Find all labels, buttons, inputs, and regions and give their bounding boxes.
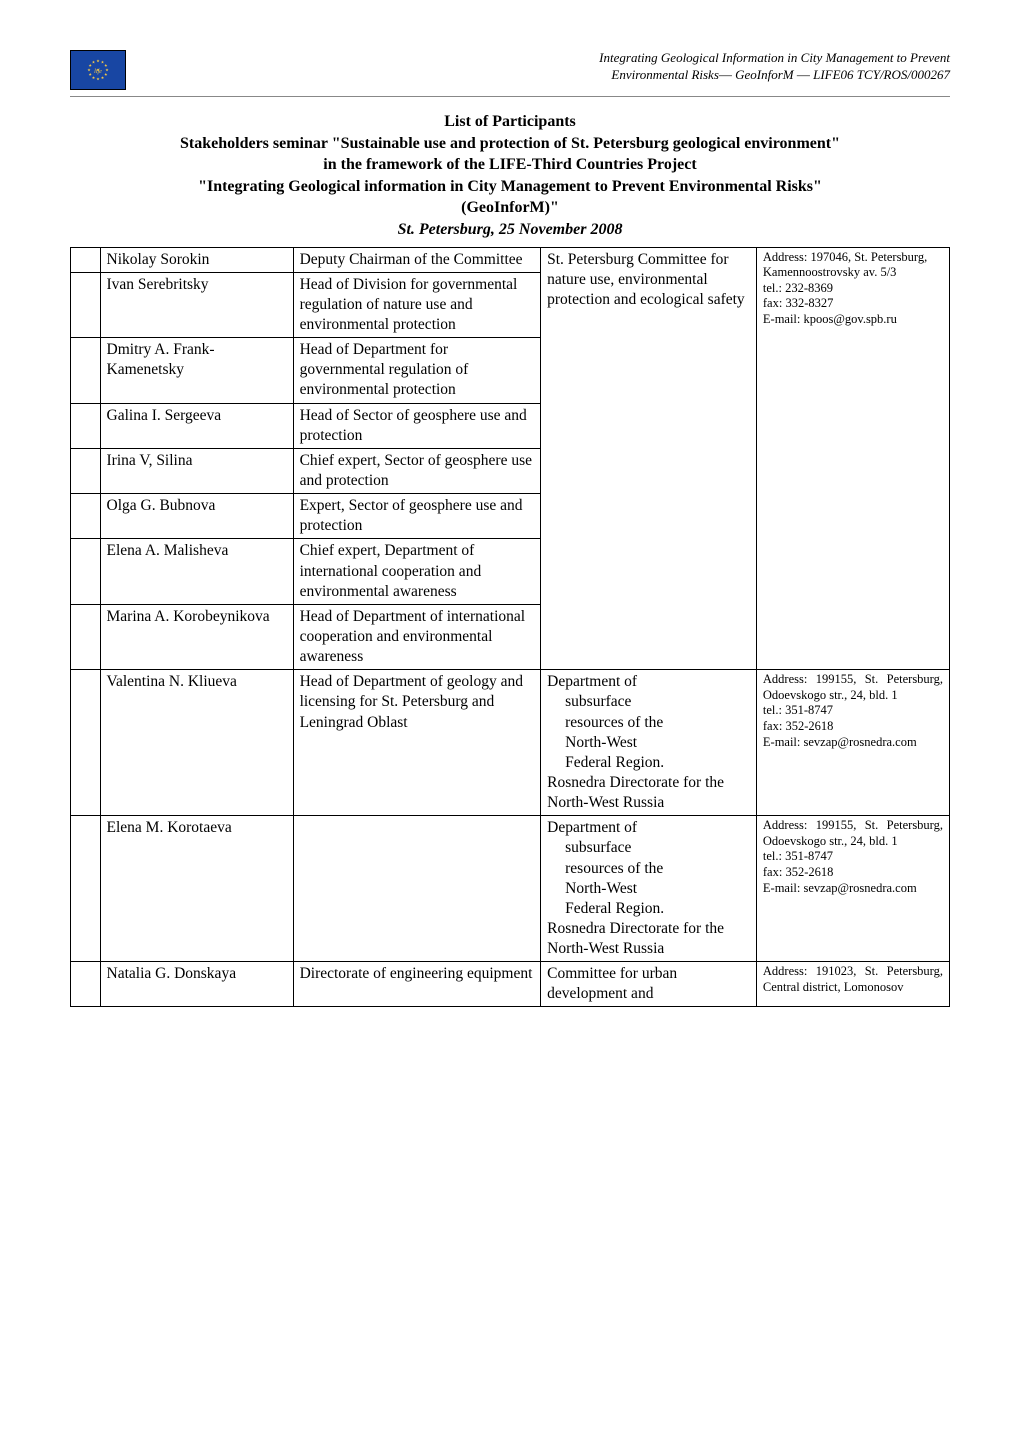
row-num [71,604,101,669]
org-line: Department of [547,673,637,690]
participant-name: Ivan Serebritsky [100,272,293,337]
header-divider [70,96,950,97]
participant-position: Head of Department for governmental regu… [293,338,541,403]
table-row: Nikolay Sorokin Deputy Chairman of the C… [71,247,950,272]
organization-address: Address: 199155, St. Petersburg, Odoevsk… [756,816,949,962]
org-line: North-West [547,733,750,753]
row-num [71,338,101,403]
row-num [71,670,101,816]
participant-name: Elena M. Korotaeva [100,816,293,962]
row-num [71,403,101,448]
participant-position [293,816,541,962]
row-num [71,816,101,962]
document-title: List of Participants Stakeholders semina… [70,111,950,241]
page-header: life Integrating Geological Information … [70,50,950,90]
participant-name: Nikolay Sorokin [100,247,293,272]
participant-name: Natalia G. Donskaya [100,962,293,1007]
participant-name: Irina V, Silina [100,448,293,493]
participant-position: Directorate of engineering equipment [293,962,541,1007]
organization-address: Address: 191023, St. Petersburg, Central… [756,962,949,1007]
participant-position: Expert, Sector of geosphere use and prot… [293,494,541,539]
svg-text:life: life [94,68,102,75]
header-line2: Environmental Risks― GeoInforM ― LIFE06 … [611,67,950,82]
row-num [71,247,101,272]
row-num [71,272,101,337]
title-l1: List of Participants [70,111,950,133]
organization-address: Address: 199155, St. Petersburg, Odoevsk… [756,670,949,816]
organization-name: Committee for urban development and [541,962,757,1007]
organization-name: Department of subsurface resources of th… [541,816,757,962]
org-line: resources of the [547,713,750,733]
org-line: Federal Region. [547,899,750,919]
organization-name: St. Petersburg Committee for nature use,… [541,247,757,670]
participants-table: Nikolay Sorokin Deputy Chairman of the C… [70,247,950,1008]
participant-name: Olga G. Bubnova [100,494,293,539]
organization-address: Address: 197046, St. Petersburg, Kamenno… [756,247,949,670]
participant-position: Deputy Chairman of the Committee [293,247,541,272]
org-line: Department of [547,819,637,836]
participant-name: Galina I. Sergeeva [100,403,293,448]
eu-stars-icon: life [76,54,120,86]
row-num [71,448,101,493]
table-row: Valentina N. Kliueva Head of Department … [71,670,950,816]
participant-name: Elena A. Malisheva [100,539,293,604]
participant-position: Head of Sector of geosphere use and prot… [293,403,541,448]
table-row: Elena M. Korotaeva Department of subsurf… [71,816,950,962]
title-l5: (GeoInforM)" [70,197,950,219]
participant-position: Head of Department of international coop… [293,604,541,669]
title-l3: in the framework of the LIFE-Third Count… [70,154,950,176]
participant-position: Head of Division for governmental regula… [293,272,541,337]
header-project-title: Integrating Geological Information in Ci… [599,50,950,84]
eu-life-logo: life [70,50,126,90]
organization-name: Department of subsurface resources of th… [541,670,757,816]
org-line: resources of the [547,859,750,879]
org-line: Rosnedra Directorate for the North-West … [547,920,724,957]
table-row: Natalia G. Donskaya Directorate of engin… [71,962,950,1007]
header-line1: Integrating Geological Information in Ci… [599,50,950,65]
row-num [71,494,101,539]
title-l6: St. Petersburg, 25 November 2008 [70,219,950,241]
title-l2: Stakeholders seminar "Sustainable use an… [70,133,950,155]
org-line: Rosnedra Directorate for the North-West … [547,774,724,811]
participant-name: Dmitry A. Frank-Kamenetsky [100,338,293,403]
org-line: North-West [547,879,750,899]
participant-position: Chief expert, Sector of geosphere use an… [293,448,541,493]
org-line: subsurface [547,692,750,712]
org-line: Federal Region. [547,753,750,773]
participant-name: Marina A. Korobeynikova [100,604,293,669]
org-line: subsurface [547,838,750,858]
participant-name: Valentina N. Kliueva [100,670,293,816]
participant-position: Chief expert, Department of internationa… [293,539,541,604]
participant-position: Head of Department of geology and licens… [293,670,541,816]
title-l4: "Integrating Geological information in C… [70,176,950,198]
row-num [71,539,101,604]
row-num [71,962,101,1007]
